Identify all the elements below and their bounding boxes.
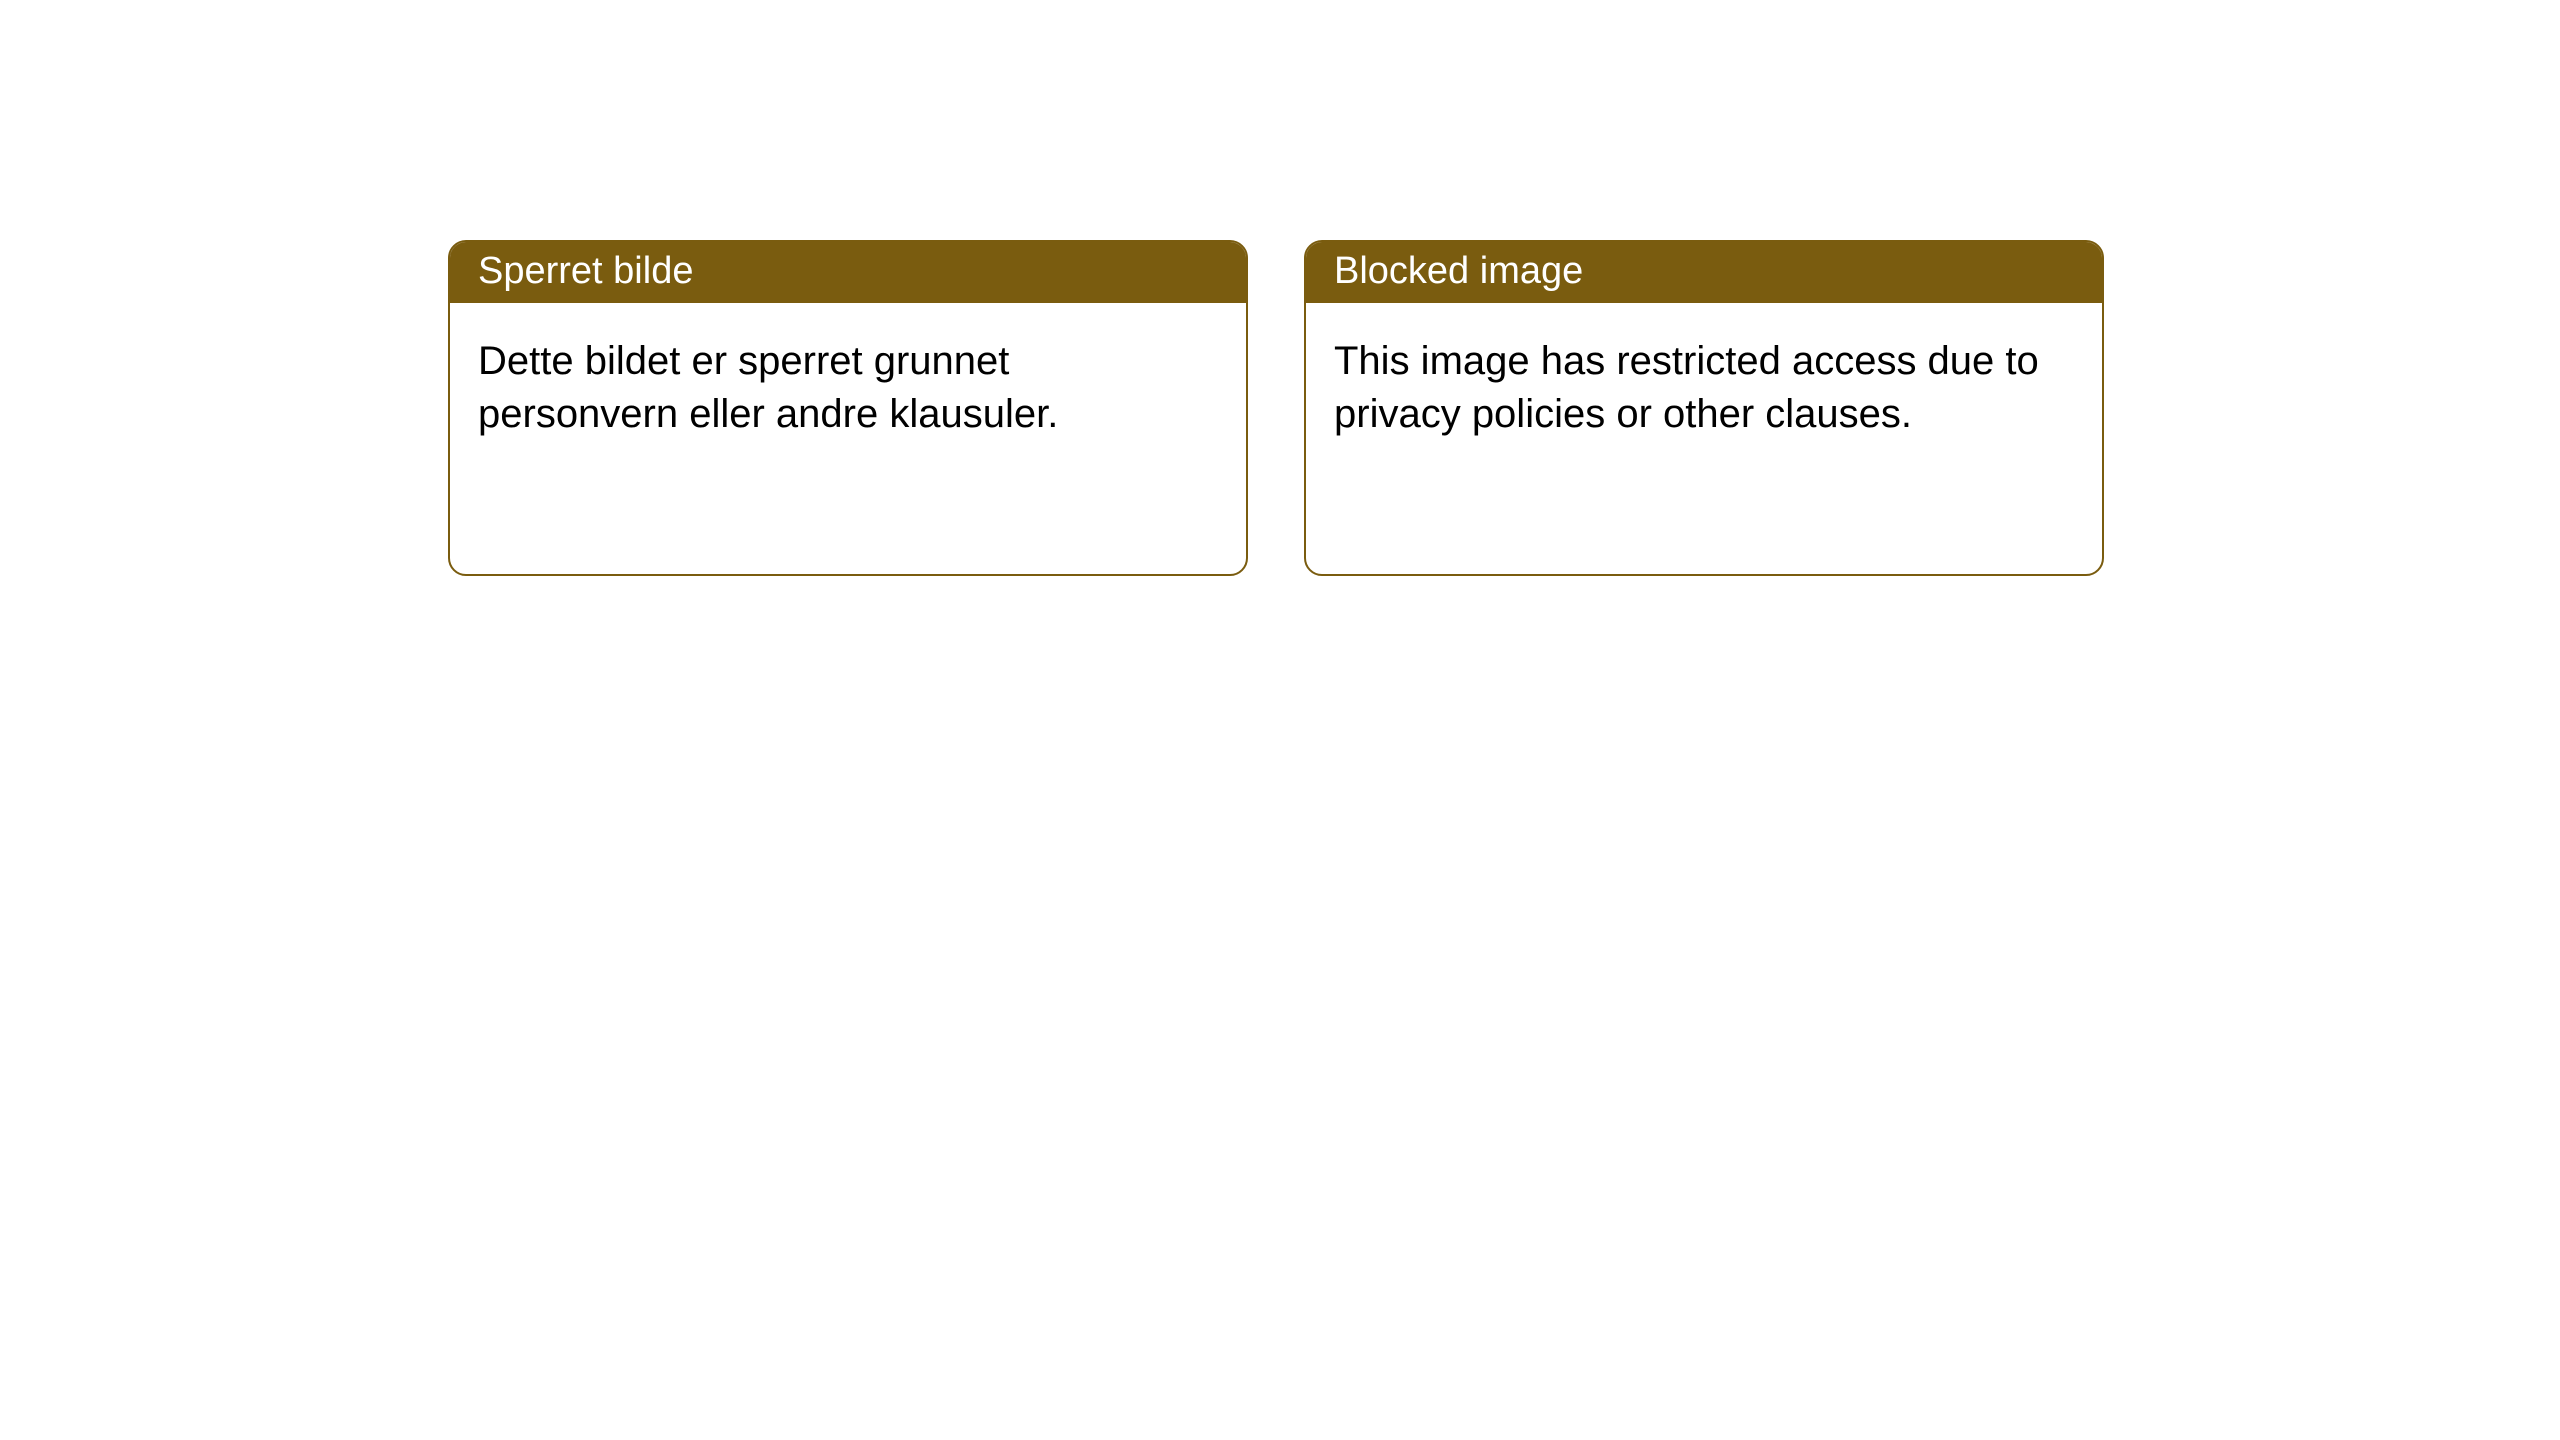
blocked-image-card-en: Blocked image This image has restricted … bbox=[1304, 240, 2104, 576]
card-title: Blocked image bbox=[1306, 242, 2102, 303]
notice-container: Sperret bilde Dette bildet er sperret gr… bbox=[0, 0, 2560, 576]
card-body: This image has restricted access due to … bbox=[1306, 303, 2102, 473]
card-title: Sperret bilde bbox=[450, 242, 1246, 303]
card-body: Dette bildet er sperret grunnet personve… bbox=[450, 303, 1246, 473]
blocked-image-card-no: Sperret bilde Dette bildet er sperret gr… bbox=[448, 240, 1248, 576]
